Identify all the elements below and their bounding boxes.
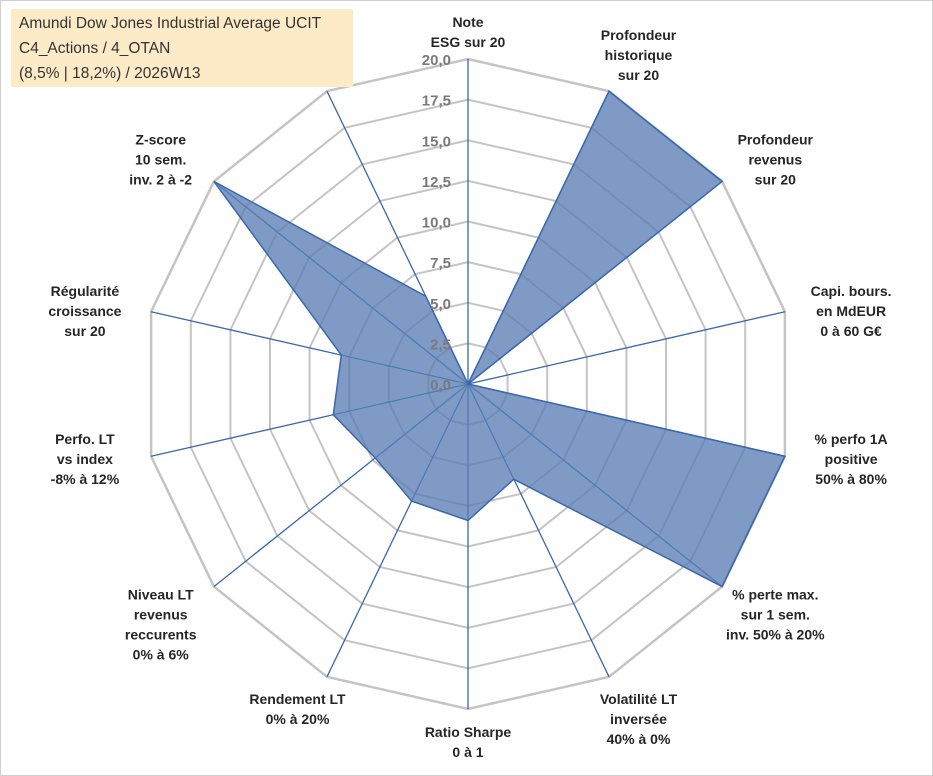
axis-label-line: revenus <box>748 151 802 167</box>
axis-label-line: reccurents <box>125 627 197 643</box>
axis-label: Z-score 10 sem. inv. 2 à -2 <box>129 131 192 187</box>
axis-label-line: 10 sem. <box>135 151 186 167</box>
axis-label-line: -8% à 12% <box>51 471 120 487</box>
tick-label: 12,5 <box>422 174 451 191</box>
axis-label-line: 40% à 0% <box>607 731 671 747</box>
axis-label-line: 0% à 20% <box>266 711 330 727</box>
axis-label-line: Ratio Sharpe <box>425 724 512 740</box>
axis-label: Perfo. LT vs index -8% à 12% <box>51 431 120 487</box>
axis-label-line: positive <box>825 451 878 467</box>
axis-label-line: sur 20 <box>755 171 796 187</box>
axis-label-line: sur 1 sem. <box>741 607 810 623</box>
axis-label-line: Régularité <box>51 283 120 299</box>
chart-params: (8,5% | 18,2%) / 2026W13 <box>19 65 201 82</box>
data-area <box>213 90 786 588</box>
tick-label: 15,0 <box>422 133 451 150</box>
axis-label: Rendement LT 0% à 20% <box>249 691 346 727</box>
axis-label: Ratio Sharpe 0 à 1 <box>425 724 512 760</box>
axis-label: % perfo 1A positive 50% à 80% <box>815 431 888 487</box>
chart-subtitle: C4_Actions / 4_OTAN <box>19 40 171 57</box>
axis-label: Profondeur historique sur 20 <box>601 27 677 83</box>
axis-label-line: inv. 2 à -2 <box>129 171 192 187</box>
axis-label-line: % perfo 1A <box>815 431 888 447</box>
axis-label-line: 50% à 80% <box>815 471 887 487</box>
series-area <box>213 90 786 588</box>
axis-label-line: Volatilité LT <box>600 691 678 707</box>
axis-label: Régularité croissance sur 20 <box>48 283 121 339</box>
axis-label-line: revenus <box>134 607 188 623</box>
axis-label-line: sur 20 <box>618 67 659 83</box>
axis-label-line: % perte max. <box>732 587 818 603</box>
tick-label: 17,5 <box>422 93 451 110</box>
axis-label-line: 0 à 60 G€ <box>820 323 882 339</box>
title-box: Amundi Dow Jones Industrial Average UCIT… <box>11 9 353 87</box>
axis-label: Profondeur revenus sur 20 <box>738 131 814 187</box>
axis-label-line: historique <box>605 47 673 63</box>
axis-label-line: vs index <box>57 451 113 467</box>
axis-label-line: Rendement LT <box>249 691 346 707</box>
tick-label: 10,0 <box>422 215 451 232</box>
radial-tick-labels: 0,0 2,5 5,0 7,5 10,0 12,5 15,0 17,5 20,0 <box>422 52 451 394</box>
tick-label: 0,0 <box>430 377 451 394</box>
axis-label-line: croissance <box>48 303 121 319</box>
axis-label-line: Note <box>452 14 483 30</box>
axis-label-line: Z-score <box>135 131 186 147</box>
axis-label-line: 0 à 1 <box>452 744 483 760</box>
axis-label-line: en MdEUR <box>816 303 886 319</box>
axis-label-line: Profondeur <box>601 27 677 43</box>
axis-label-line: Capi. bours. <box>811 283 892 299</box>
axis-label-line: sur 20 <box>64 323 105 339</box>
axis-label: Niveau LT revenus reccurents 0% à 6% <box>125 587 197 663</box>
axis-label: Volatilité LT inversée 40% à 0% <box>600 691 678 747</box>
axis-label: % perte max. sur 1 sem. inv. 50% à 20% <box>726 587 825 643</box>
axis-label-line: Niveau LT <box>128 587 194 603</box>
tick-label: 5,0 <box>430 296 451 313</box>
axis-label-line: inversée <box>610 711 667 727</box>
axis-label-line: ESG sur 20 <box>431 34 506 50</box>
tick-label: 7,5 <box>430 255 451 272</box>
axis-label-line: Profondeur <box>738 131 814 147</box>
tick-label: 20,0 <box>422 52 451 69</box>
axis-label-line: inv. 50% à 20% <box>726 627 825 643</box>
chart-title: Amundi Dow Jones Industrial Average UCIT <box>19 15 322 32</box>
axis-label-line: Perfo. LT <box>55 431 115 447</box>
axis-label-line: 0% à 6% <box>133 647 190 663</box>
tick-label: 2,5 <box>430 336 451 353</box>
axis-label: Note ESG sur 20 <box>431 14 506 50</box>
axis-spoke <box>467 311 786 385</box>
axis-label: Capi. bours. en MdEUR 0 à 60 G€ <box>811 283 892 339</box>
